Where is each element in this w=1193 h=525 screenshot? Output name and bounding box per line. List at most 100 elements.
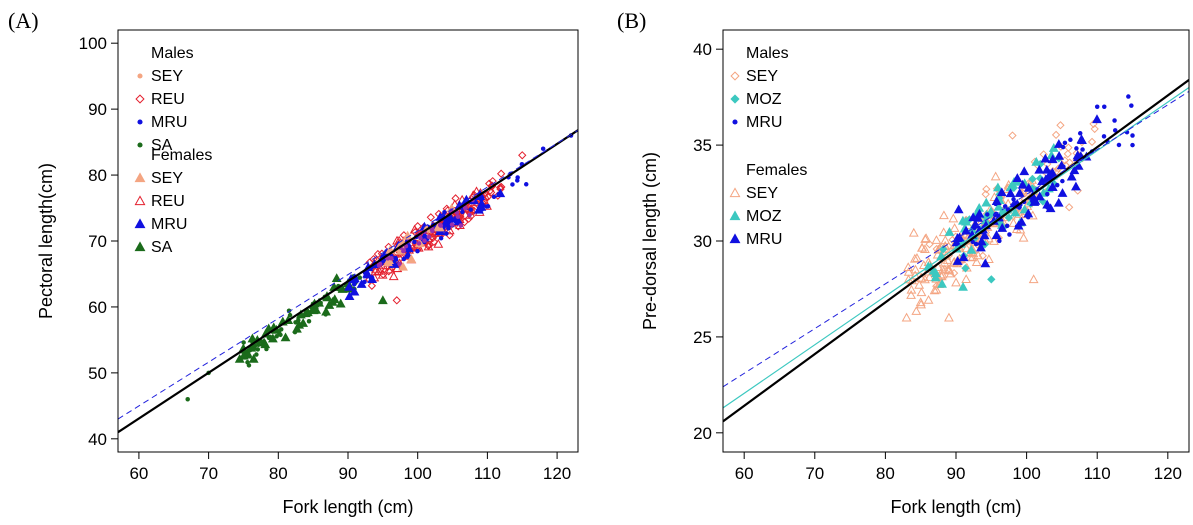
y-tick-label: 25 — [693, 328, 712, 347]
data-point — [468, 207, 473, 212]
data-point — [1073, 160, 1084, 170]
data-point — [444, 231, 449, 236]
data-point — [943, 266, 952, 275]
data-point — [426, 234, 432, 240]
data-point — [293, 320, 298, 325]
data-point — [356, 279, 367, 288]
data-point — [931, 284, 942, 294]
data-point — [418, 235, 423, 241]
y-tick-label: 40 — [693, 40, 712, 59]
data-point — [1004, 213, 1013, 222]
data-point — [449, 222, 455, 227]
data-point — [924, 272, 935, 282]
data-point — [1045, 205, 1050, 210]
data-point — [951, 237, 962, 247]
data-point — [523, 182, 529, 187]
legend-marker — [135, 94, 145, 104]
data-point — [916, 299, 927, 309]
y-tick-label: 80 — [88, 166, 107, 185]
legend-marker — [729, 187, 741, 198]
data-point — [903, 266, 914, 276]
data-point — [1116, 142, 1122, 148]
data-point — [1053, 197, 1064, 207]
data-point — [915, 297, 926, 307]
data-point — [276, 330, 282, 336]
data-point — [1025, 214, 1031, 220]
x-tick-label: 60 — [129, 464, 148, 483]
data-point — [389, 256, 394, 261]
legend-marker — [732, 119, 738, 125]
x-tick-label: 100 — [404, 464, 432, 483]
data-point — [1028, 174, 1037, 184]
x-tick-label: 80 — [876, 464, 895, 483]
legend-entry-label: REU — [151, 193, 185, 210]
data-point — [1004, 223, 1010, 229]
data-point — [1008, 131, 1017, 140]
data-point — [287, 312, 293, 318]
data-point — [920, 244, 930, 254]
data-point — [438, 223, 444, 228]
data-point — [1051, 130, 1061, 140]
data-point — [1010, 207, 1021, 217]
x-tick-label: 110 — [1084, 464, 1111, 483]
data-point — [540, 146, 546, 151]
data-point — [423, 241, 434, 251]
data-point — [991, 230, 1002, 239]
data-point — [264, 346, 269, 352]
regression-line — [118, 129, 578, 420]
data-point — [335, 298, 346, 308]
data-point — [1047, 182, 1058, 191]
regression-line — [723, 87, 1189, 409]
data-point — [993, 182, 1003, 192]
data-point — [1040, 153, 1051, 163]
data-point — [938, 227, 949, 237]
legend-entry-label: REU — [151, 91, 185, 108]
data-point — [903, 262, 914, 272]
data-point — [464, 214, 473, 223]
data-point — [458, 223, 464, 228]
data-point — [1007, 232, 1012, 237]
data-point — [983, 254, 994, 263]
data-point — [982, 184, 991, 194]
panel-b-x-axis-label: Fork length (cm) — [890, 497, 1021, 517]
legend-entry-label: MRU — [151, 114, 187, 131]
data-point — [1062, 140, 1068, 146]
legend-marker — [137, 142, 143, 148]
x-tick-label: 70 — [199, 464, 218, 483]
data-point — [1112, 118, 1117, 123]
data-point — [1014, 224, 1020, 229]
data-point — [961, 243, 972, 253]
data-point — [949, 223, 960, 232]
data-point — [486, 188, 496, 197]
data-point — [921, 233, 931, 243]
y-tick-label: 50 — [88, 364, 107, 383]
data-point — [362, 268, 373, 278]
x-tick-label: 120 — [1154, 464, 1182, 483]
panel-b: (B) 60 70 80 90 100 110 120 20 25 30 35 40 Males SEY… — [617, 8, 1190, 517]
data-point — [932, 282, 941, 291]
data-point — [908, 227, 919, 237]
data-point — [344, 291, 355, 301]
data-point — [939, 210, 949, 220]
data-point — [248, 353, 259, 363]
data-point — [958, 281, 968, 291]
legend-marker — [134, 218, 146, 229]
data-point — [1019, 204, 1030, 214]
data-point — [323, 312, 328, 317]
data-point — [449, 199, 460, 209]
data-point — [970, 239, 975, 245]
panel-b-plot-frame — [722, 29, 1190, 453]
data-point — [1034, 164, 1045, 174]
x-tick-label: 70 — [805, 464, 824, 483]
data-point — [1066, 171, 1077, 181]
data-point — [1019, 166, 1030, 176]
data-point — [939, 257, 950, 267]
legend-marker — [730, 94, 740, 104]
data-point — [397, 261, 402, 267]
legend-entry-label: SA — [151, 239, 173, 256]
data-point — [185, 397, 190, 402]
data-point — [412, 239, 417, 245]
regression-line — [118, 129, 578, 434]
data-point — [1009, 183, 1018, 192]
